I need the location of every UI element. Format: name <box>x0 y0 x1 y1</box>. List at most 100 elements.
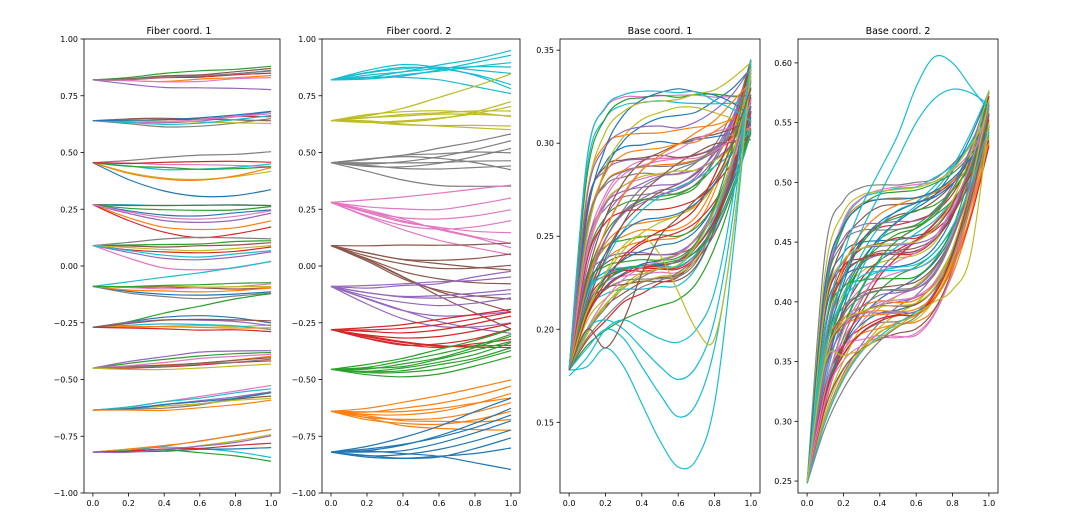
series-line <box>568 59 752 371</box>
y-ticks: −1.00 −0.75 −0.50 −0.25 0.00 0.25 0.50 0.75 1.00 <box>53 35 84 498</box>
series-line <box>330 113 512 122</box>
series-line <box>92 162 272 170</box>
panel-fiber-coord-2: Fiber coord. 2 0.0 0.2 0.4 0.6 0.8 1.0 −1.00−… <box>291 26 521 508</box>
series-line <box>330 201 512 230</box>
y-tick-label: 0.20 <box>536 325 554 334</box>
series-line <box>330 308 512 331</box>
x-tick-label: 0.6 <box>910 499 923 508</box>
axes-frame <box>559 38 761 494</box>
series-line <box>330 201 512 249</box>
y-tick-label: −0.50 <box>291 376 316 385</box>
series-line <box>92 388 272 411</box>
y-tick-label: 0.50 <box>60 149 78 158</box>
series-line <box>568 123 752 371</box>
series-line <box>806 114 990 484</box>
series-line <box>806 91 990 484</box>
x-tick-label: 1.0 <box>983 499 996 508</box>
series-line <box>330 201 512 256</box>
x-tick-label: 0.0 <box>563 499 576 508</box>
series-line <box>330 276 512 287</box>
series-line <box>92 204 272 231</box>
y-tick-label: 0.75 <box>60 92 78 101</box>
series-line <box>92 285 272 293</box>
series-line <box>92 392 272 411</box>
series-line <box>806 127 990 484</box>
series-line <box>806 129 990 484</box>
series-line <box>92 326 272 333</box>
series-line <box>330 420 512 453</box>
series-line <box>330 397 512 453</box>
series-line <box>330 397 512 413</box>
series-line <box>330 329 512 349</box>
y-tick-label: −0.50 <box>53 376 78 385</box>
series-line <box>92 114 272 126</box>
y-tick-label: 0.35 <box>536 46 554 55</box>
axes-frame <box>83 38 281 494</box>
x-ticks: 0.0 0.2 0.4 0.6 0.8 1.0 <box>87 493 278 508</box>
x-tick-label: 0.2 <box>837 499 850 508</box>
x-tick-label: 0.6 <box>433 499 446 508</box>
series-line <box>330 410 512 431</box>
series-line <box>330 322 512 339</box>
series-line <box>92 353 272 369</box>
panel-title: Fiber coord. 2 <box>387 26 452 37</box>
series-line <box>92 245 272 258</box>
series-line <box>568 81 752 371</box>
series-line <box>806 105 990 484</box>
series-line <box>568 110 752 371</box>
series-line <box>568 93 751 371</box>
series-line <box>330 242 512 247</box>
x-tick-label: 0.2 <box>599 499 612 508</box>
series-line <box>330 333 512 370</box>
series-line <box>92 285 272 296</box>
panel-base-coord-2: Base coord. 2 0.0 0.2 0.4 0.6 0.8 1.0 0.25 0.3… <box>774 26 999 508</box>
series-line <box>92 204 272 211</box>
series-line <box>806 90 990 484</box>
series-line <box>330 120 512 127</box>
series-lines <box>330 49 512 471</box>
series-line <box>92 240 272 247</box>
series-line-low-dip-4 <box>568 59 752 377</box>
x-tick-label: 1.0 <box>265 499 278 508</box>
series-line <box>330 328 512 370</box>
x-tick-label: 0.4 <box>873 499 886 508</box>
series-line <box>568 110 752 371</box>
series-line <box>92 162 272 181</box>
series-line <box>806 131 990 484</box>
series-line <box>568 89 752 371</box>
series-line-low-tail <box>806 122 990 482</box>
x-tick-label: 0.0 <box>87 499 100 508</box>
series-line <box>806 99 990 484</box>
series-line <box>330 329 512 348</box>
series-line <box>92 428 272 453</box>
series-line <box>330 147 512 168</box>
series-line <box>92 358 272 369</box>
series-line <box>330 245 512 271</box>
y-tick-label: −0.25 <box>291 319 316 328</box>
series-line <box>330 162 512 187</box>
series-line <box>568 106 752 371</box>
y-tick-label: 0.25 <box>536 232 554 241</box>
series-line <box>330 201 512 220</box>
series-line-low-dip-6 <box>568 87 752 371</box>
series-line <box>330 410 512 426</box>
y-tick-label: −0.75 <box>291 432 316 441</box>
x-tick-label: 0.0 <box>801 499 814 508</box>
panel-fiber-coord-1: Fiber coord. 1 0.0 0.2 0.4 0.6 0.8 1.0 −1.00−… <box>53 26 281 508</box>
series-line <box>568 61 752 371</box>
series-line <box>330 184 512 203</box>
x-tick-label: 0.8 <box>708 499 721 508</box>
series-line <box>330 414 512 453</box>
series-line <box>92 204 272 224</box>
series-line <box>92 204 272 207</box>
series-line <box>330 347 512 373</box>
series-line-low-dip-5 <box>568 68 752 371</box>
series-line <box>330 447 512 459</box>
series-line <box>568 122 752 371</box>
series-line <box>92 162 272 198</box>
y-ticks: 0.15 0.20 0.25 0.30 0.35 <box>536 46 560 427</box>
series-line <box>92 285 272 300</box>
y-tick-label: −0.75 <box>53 432 78 441</box>
x-tick-label: 0.8 <box>229 499 242 508</box>
x-tick-label: 0.4 <box>158 499 171 508</box>
